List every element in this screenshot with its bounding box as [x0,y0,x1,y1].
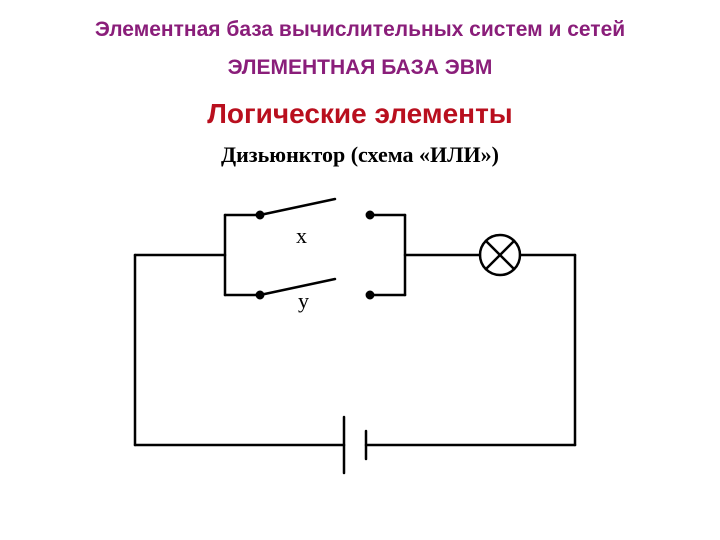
circuit-strokes [135,199,575,473]
slide: Элементная база вычислительных систем и … [0,0,720,540]
heading-line-3: Логические элементы [0,98,720,130]
heading-line-4: Дизьюнктор (схема «ИЛИ») [0,142,720,168]
heading-line-1: Элементная база вычислительных систем и … [0,18,720,42]
switch-label-y: y [298,288,309,314]
circuit-diagram [105,195,605,515]
heading-line-2: ЭЛЕМЕНТНАЯ БАЗА ЭВМ [0,56,720,80]
switch-label-x: x [296,223,307,249]
